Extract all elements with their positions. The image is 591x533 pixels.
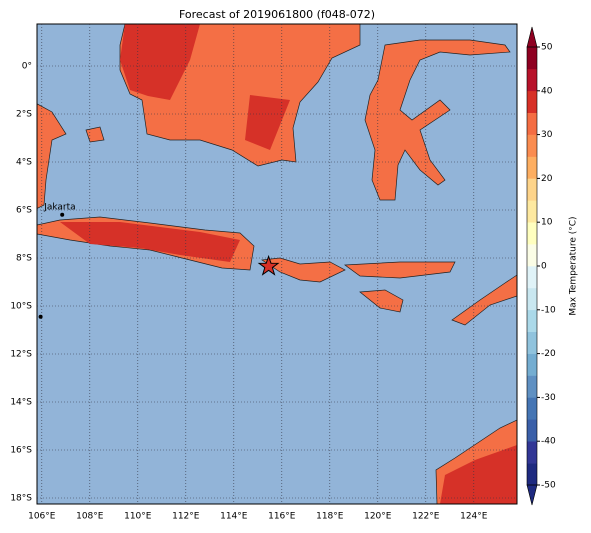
colorbar-band [527, 463, 537, 486]
colorbar-tick-label: -30 [541, 393, 556, 403]
x-tick-label: 120°E [364, 512, 392, 522]
colorbar-band [527, 156, 537, 179]
colorbar-tick-label: -20 [541, 349, 556, 359]
x-tick-label: 108°E [76, 512, 104, 522]
y-tick-label: 10°S [10, 302, 32, 312]
colorbar-band [527, 112, 537, 135]
star-marker [257, 254, 280, 276]
colorbar-tick-label: 30 [541, 130, 553, 140]
bali-lombok [261, 257, 346, 283]
colorbar-band [527, 244, 537, 267]
colorbar-band [527, 419, 537, 442]
colorbar-band [527, 287, 537, 311]
marker-label: Jakarta [43, 202, 75, 212]
colorbar-band [527, 178, 537, 201]
x-tick-label: 112°E [172, 512, 200, 522]
point-marker [38, 314, 43, 319]
x-tick-label: 106°E [28, 512, 56, 522]
sulawesi [364, 39, 511, 201]
colorbar-band [527, 309, 537, 332]
colorbar-extend-bottom [526, 484, 538, 506]
y-tick-label: 6°S [16, 206, 32, 216]
colorbar-band [527, 331, 537, 354]
colorbar-band [527, 375, 537, 398]
x-tick-label: 116°E [268, 512, 296, 522]
y-tick-label: 18°S [10, 494, 32, 504]
colorbar-band [527, 47, 537, 70]
x-tick-label: 110°E [124, 512, 152, 522]
x-tick-label: 122°E [412, 512, 440, 522]
colorbar-band [527, 200, 537, 223]
x-tick-label: 114°E [220, 512, 248, 522]
sumba [359, 289, 404, 313]
y-tick-label: 8°S [16, 254, 32, 264]
flores [344, 261, 456, 279]
australia-hot [440, 445, 517, 504]
timor [451, 274, 517, 326]
java-hot [60, 222, 240, 262]
x-tick-label: 118°E [316, 512, 344, 522]
colorbar-band [527, 353, 537, 376]
colorbar-extend-top [526, 26, 538, 48]
colorbar-label: Max Temperature (°C) [569, 216, 579, 315]
y-tick-label: 16°S [10, 446, 32, 456]
colorbar-band [527, 134, 537, 157]
colorbar-band [527, 68, 537, 92]
y-tick-label: 14°S [10, 398, 32, 408]
map-frame [36, 23, 518, 505]
map [37, 24, 517, 504]
sumatra [37, 103, 67, 209]
x-tick-label: 124°E [460, 512, 488, 522]
colorbar-band [527, 266, 537, 289]
colorbar-tick-label: -40 [541, 437, 556, 447]
colorbar-band [527, 441, 537, 464]
y-tick-label: 2°S [16, 110, 32, 120]
y-tick-label: 4°S [16, 158, 32, 168]
colorbar-tick-label: 50 [541, 43, 553, 53]
y-tick-label: 0° [22, 62, 32, 72]
colorbar-tick-label: 0 [541, 262, 547, 272]
point-marker [60, 212, 65, 217]
bangka [85, 126, 105, 143]
chart-title: Forecast of 2019061800 (f048-072) [179, 8, 375, 21]
colorbar-tick-label: 40 [541, 86, 553, 96]
colorbar-tick-label: -10 [541, 305, 556, 315]
colorbar-band [527, 222, 537, 245]
colorbar-tick-label: 10 [541, 218, 553, 228]
borneo-hot [120, 24, 290, 150]
colorbar-band [527, 90, 537, 113]
colorbar-tick-label: -50 [541, 481, 556, 491]
colorbar-band [527, 397, 537, 420]
y-tick-label: 12°S [10, 350, 32, 360]
colorbar-tick-label: 20 [541, 174, 553, 184]
